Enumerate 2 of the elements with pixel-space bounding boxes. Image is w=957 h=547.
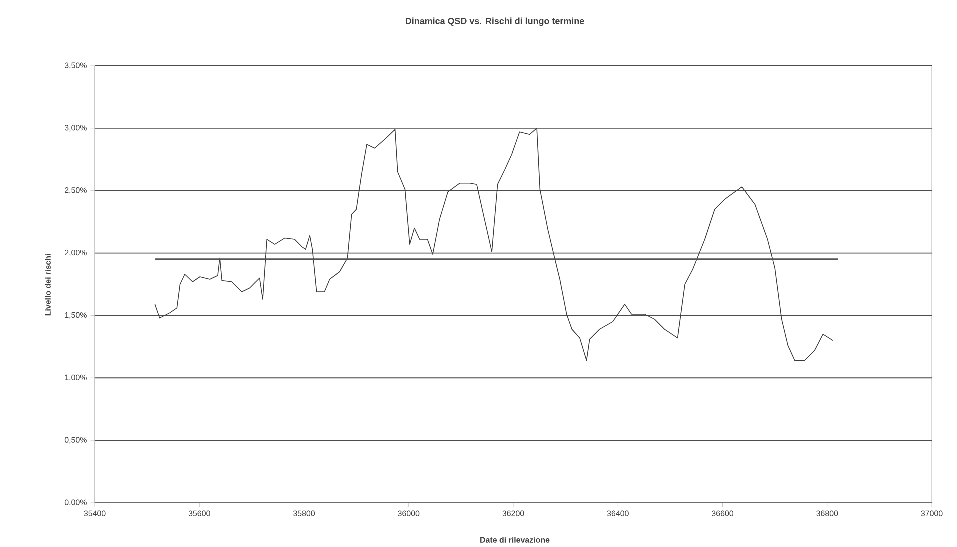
chart-title: Dinamica QSD vs. Rischi di lungo termine (406, 18, 584, 26)
line-series (154, 128, 834, 362)
